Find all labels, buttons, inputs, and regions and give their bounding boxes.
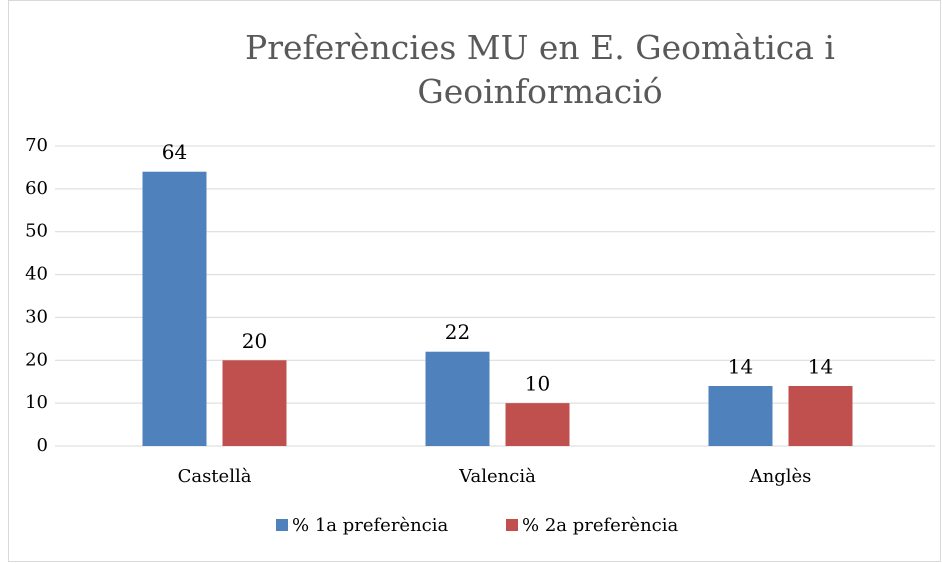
data-label: 14 bbox=[728, 355, 753, 379]
y-tick-label: 50 bbox=[25, 221, 48, 242]
y-tick-label: 60 bbox=[25, 178, 48, 199]
bar bbox=[708, 386, 773, 446]
data-label: 22 bbox=[445, 320, 470, 344]
data-label: 20 bbox=[242, 329, 267, 353]
legend-label: % 2a preferència bbox=[522, 515, 679, 536]
y-tick-label: 20 bbox=[25, 349, 48, 370]
x-tick-label: Castellà bbox=[178, 466, 252, 487]
bar bbox=[425, 351, 490, 446]
data-label: 10 bbox=[525, 372, 550, 396]
legend-swatch bbox=[276, 519, 288, 531]
bar bbox=[788, 386, 853, 446]
y-tick-label: 40 bbox=[25, 264, 48, 285]
y-tick-label: 70 bbox=[25, 135, 48, 156]
data-label: 64 bbox=[162, 140, 187, 164]
y-tick-label: 0 bbox=[37, 435, 48, 456]
legend-swatch bbox=[506, 519, 518, 531]
y-tick-label: 30 bbox=[25, 306, 48, 327]
chart-title: Preferències MU en E. Geomàtica i Geoinf… bbox=[245, 28, 835, 111]
data-label: 14 bbox=[808, 355, 833, 379]
x-tick-label: Valencià bbox=[458, 466, 536, 487]
y-tick-label: 10 bbox=[25, 392, 48, 413]
legend-label: % 1a preferència bbox=[292, 515, 449, 536]
bar bbox=[142, 171, 207, 446]
bar bbox=[222, 360, 287, 446]
bar bbox=[505, 403, 570, 446]
x-tick-label: Anglès bbox=[749, 466, 812, 487]
